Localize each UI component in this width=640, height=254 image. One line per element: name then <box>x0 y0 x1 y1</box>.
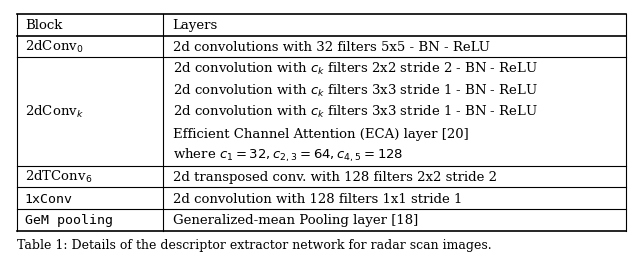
Text: 2d transposed conv. with 128 filters 2x2 stride 2: 2d transposed conv. with 128 filters 2x2… <box>173 170 497 183</box>
Text: Layers: Layers <box>173 19 218 32</box>
Text: 2d convolution with $c_k$ filters 3x3 stride 1 - BN - ReLU: 2d convolution with $c_k$ filters 3x3 st… <box>173 82 538 99</box>
Text: 2d convolution with $c_k$ filters 2x2 stride 2 - BN - ReLU: 2d convolution with $c_k$ filters 2x2 st… <box>173 61 538 77</box>
Text: Generalized-mean Pooling layer [18]: Generalized-mean Pooling layer [18] <box>173 213 418 226</box>
Text: where $c_1 = 32, c_{2,3} = 64, c_{4,5} = 128$: where $c_1 = 32, c_{2,3} = 64, c_{4,5} =… <box>173 147 403 164</box>
Text: 2dConv$_k$: 2dConv$_k$ <box>25 104 84 120</box>
Text: 2d convolution with 128 filters 1x1 stride 1: 2d convolution with 128 filters 1x1 stri… <box>173 192 462 205</box>
Text: 2d convolution with $c_k$ filters 3x3 stride 1 - BN - ReLU: 2d convolution with $c_k$ filters 3x3 st… <box>173 104 538 120</box>
Text: Efficient Channel Attention (ECA) layer [20]: Efficient Channel Attention (ECA) layer … <box>173 127 468 140</box>
Text: 2dTConv$_6$: 2dTConv$_6$ <box>25 169 92 185</box>
Text: 1xConv: 1xConv <box>25 192 73 205</box>
Text: Block: Block <box>25 19 62 32</box>
Text: 2dConv$_0$: 2dConv$_0$ <box>25 39 83 55</box>
Text: GeM pooling: GeM pooling <box>25 213 113 226</box>
Text: Table 1: Details of the descriptor extractor network for radar scan images.: Table 1: Details of the descriptor extra… <box>17 238 492 251</box>
Text: 2d convolutions with 32 filters 5x5 - BN - ReLU: 2d convolutions with 32 filters 5x5 - BN… <box>173 41 490 54</box>
